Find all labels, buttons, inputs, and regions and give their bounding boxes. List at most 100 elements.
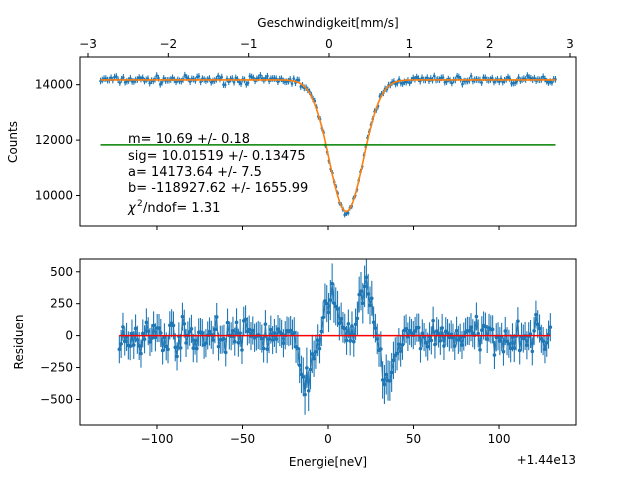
top-y-tick-label: 14000 — [35, 78, 73, 92]
bottom-data-layer — [117, 259, 553, 415]
top-data-point — [469, 74, 473, 78]
top-data-point — [109, 76, 113, 80]
top-data-point — [292, 77, 296, 80]
top-data-point — [506, 75, 510, 79]
x-offset-label: +1.44e13 — [517, 453, 576, 467]
top-data-point — [162, 77, 166, 80]
top-panel: 10000 12000 14000 −3 −2 −1 0 1 2 3 Counts Geschw… — [6, 16, 577, 227]
top-data-point — [297, 78, 301, 82]
top-data-point — [216, 74, 220, 78]
top-data-point — [497, 80, 501, 84]
bottom-x-tick-label: −100 — [140, 432, 173, 446]
top-data-point — [529, 76, 533, 80]
top-data-point — [234, 76, 238, 80]
top-data-point — [137, 76, 141, 79]
top-data-point — [157, 76, 160, 80]
bottom-x-tick-label: 100 — [488, 432, 511, 446]
top-data-point — [232, 80, 236, 84]
fit-param-b: b= -118927.62 +/- 1655.99 — [128, 181, 308, 196]
top-y-ticks: 10000 12000 14000 — [35, 78, 80, 203]
top-fit-curve — [100, 79, 556, 213]
top-data-point — [404, 80, 408, 84]
top-secondary-x-tick-label: −1 — [240, 37, 258, 51]
bottom-y-axis-label: Residuen — [12, 315, 26, 370]
top-data-point — [457, 75, 461, 79]
top-data-point — [246, 81, 250, 85]
fit-param-m: m= 10.69 +/- 0.18 — [128, 132, 250, 147]
top-data-point — [259, 73, 262, 77]
fit-chi2-exponent: 2 — [137, 199, 143, 209]
top-secondary-x-ticks: −3 −2 −1 0 1 2 3 — [79, 37, 574, 57]
residual-point — [117, 347, 122, 352]
top-data-point — [266, 74, 269, 78]
fit-param-a: a= 14173.64 +/- 7.5 — [128, 165, 262, 180]
bottom-x-axis-label: Energie[neV] — [289, 455, 367, 469]
top-y-tick-label: 12000 — [35, 133, 73, 147]
top-data-point — [343, 213, 346, 217]
top-data-point — [174, 80, 178, 84]
bottom-x-tick-label: 50 — [406, 432, 421, 446]
top-data-point — [401, 82, 404, 85]
fit-param-sig: sig= 10.01519 +/- 0.13475 — [128, 149, 306, 164]
top-data-point — [276, 80, 280, 84]
top-data-point — [260, 77, 264, 80]
top-data-point — [533, 76, 536, 80]
bottom-y-tick-label: 250 — [50, 297, 73, 311]
top-secondary-x-tick-label: 0 — [325, 37, 333, 51]
top-y-tick-label: 10000 — [35, 189, 73, 203]
top-data-point — [129, 76, 132, 80]
top-data-point — [513, 81, 517, 85]
top-secondary-x-tick-label: 3 — [566, 37, 574, 51]
top-data-point — [237, 80, 241, 84]
top-data-point — [171, 76, 174, 80]
top-data-point — [155, 74, 159, 77]
fit-annotation: m= 10.69 +/- 0.18 sig= 10.01519 +/- 0.13… — [127, 132, 308, 216]
top-data-point — [197, 75, 201, 78]
top-data-point — [118, 81, 122, 84]
top-data-point — [441, 76, 445, 79]
top-data-point — [492, 80, 496, 84]
top-data-point — [420, 76, 424, 80]
top-data-point — [158, 83, 162, 86]
top-data-point — [550, 81, 554, 84]
top-data-point — [132, 80, 136, 83]
top-data-point — [432, 74, 436, 78]
top-data-point — [445, 80, 448, 83]
top-data-point — [541, 75, 545, 79]
top-data-point — [408, 81, 411, 85]
top-data-point — [220, 75, 224, 79]
top-secondary-x-axis-label: Geschwindigkeit[mm/s] — [257, 16, 398, 30]
top-data-point — [461, 82, 464, 86]
top-y-axis-label: Counts — [6, 121, 20, 163]
fit-chi2-symbol: χ — [127, 201, 137, 216]
top-data-point — [122, 76, 125, 79]
bottom-y-tick-label: 500 — [50, 265, 73, 279]
top-data-point — [501, 80, 505, 84]
top-data-point — [160, 81, 164, 84]
top-data-point — [148, 81, 152, 85]
top-data-point — [223, 83, 227, 87]
bottom-panel: −500 −250 0 250 500 −100 −50 0 50 100 Residuen E… — [12, 226, 577, 469]
bottom-y-tick-label: 0 — [65, 329, 73, 343]
top-data-point — [425, 76, 429, 80]
fit-chi2-value: /ndof= 1.31 — [143, 201, 220, 216]
top-data-point — [239, 82, 243, 85]
bottom-x-ticks: −100 −50 0 50 100 — [140, 226, 510, 446]
bottom-y-ticks: −500 −250 0 250 500 — [40, 265, 80, 406]
top-data-point — [517, 76, 520, 79]
top-data-point — [450, 81, 454, 85]
top-data-point — [490, 76, 494, 80]
top-secondary-x-tick-label: −2 — [159, 37, 177, 51]
bottom-y-tick-label: −500 — [40, 392, 73, 406]
top-data-point — [183, 73, 187, 77]
top-data-point — [227, 80, 231, 84]
top-data-point — [257, 76, 260, 80]
top-data-point — [299, 85, 303, 88]
top-data-point — [188, 80, 192, 83]
top-data-point — [264, 76, 267, 80]
top-data-point — [115, 75, 118, 78]
bottom-y-tick-label: −250 — [40, 361, 73, 375]
top-data-point — [415, 75, 419, 79]
top-data-point — [483, 76, 487, 79]
